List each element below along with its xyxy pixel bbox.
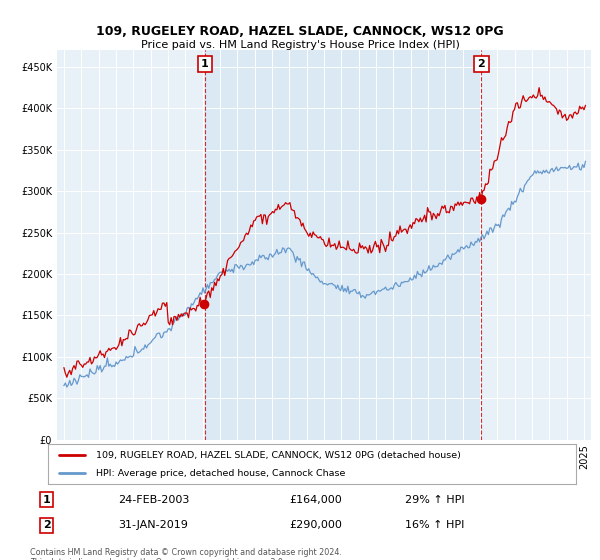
Text: 24-FEB-2003: 24-FEB-2003 [118, 494, 190, 505]
Text: 109, RUGELEY ROAD, HAZEL SLADE, CANNOCK, WS12 0PG: 109, RUGELEY ROAD, HAZEL SLADE, CANNOCK,… [96, 25, 504, 38]
Text: Price paid vs. HM Land Registry's House Price Index (HPI): Price paid vs. HM Land Registry's House … [140, 40, 460, 50]
Text: 16% ↑ HPI: 16% ↑ HPI [406, 520, 465, 530]
Text: £290,000: £290,000 [289, 520, 343, 530]
Bar [205, 50, 481, 440]
Text: 1: 1 [43, 494, 50, 505]
Text: £164,000: £164,000 [289, 494, 342, 505]
Text: 109, RUGELEY ROAD, HAZEL SLADE, CANNOCK, WS12 0PG (detached house): 109, RUGELEY ROAD, HAZEL SLADE, CANNOCK,… [95, 451, 460, 460]
Text: Contains HM Land Registry data © Crown copyright and database right 2024.
This d: Contains HM Land Registry data © Crown c… [30, 548, 342, 560]
Text: 31-JAN-2019: 31-JAN-2019 [118, 520, 188, 530]
Text: 2: 2 [478, 59, 485, 69]
Text: 1: 1 [201, 59, 209, 69]
Text: 29% ↑ HPI: 29% ↑ HPI [406, 494, 465, 505]
Text: HPI: Average price, detached house, Cannock Chase: HPI: Average price, detached house, Cann… [95, 469, 345, 478]
Text: 2: 2 [43, 520, 50, 530]
